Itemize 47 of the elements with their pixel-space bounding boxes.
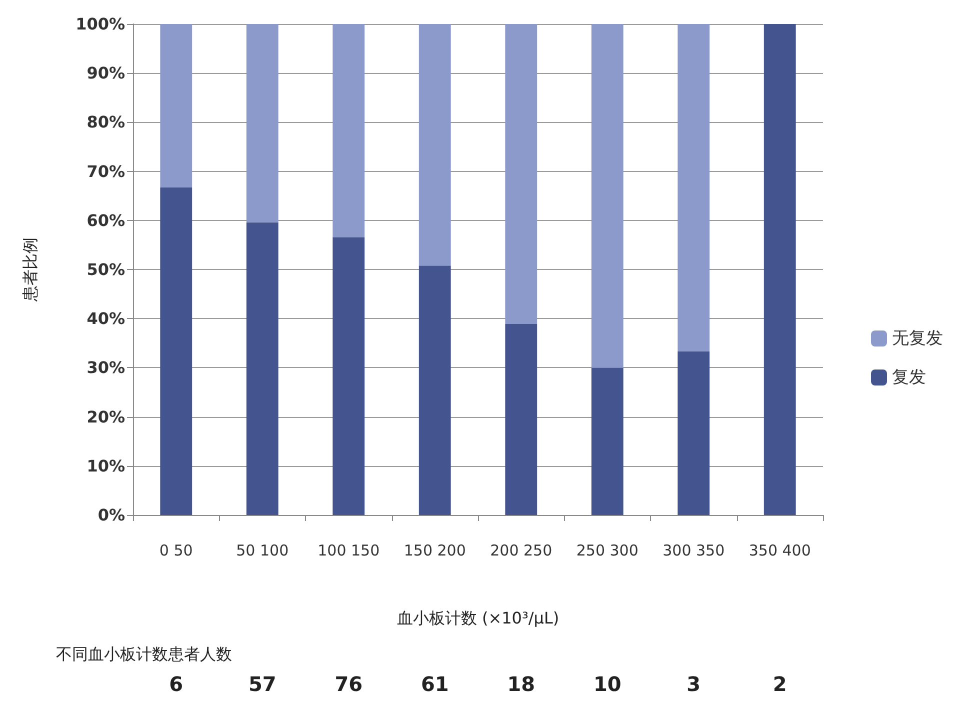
bar [160,188,192,515]
bar [678,24,710,352]
bar [160,24,192,188]
text: 61 [420,672,449,696]
bar [246,24,278,222]
text: 57 [248,672,276,696]
y-tick-label: 40% [86,309,125,328]
bar [591,24,624,368]
y-tick-label: 100% [76,14,125,34]
y-tick-label: 30% [86,358,125,378]
text: 76 [334,672,363,696]
x-axis-title: 血小板计数 (×10³/μL) [396,608,560,628]
bar [678,351,710,515]
bar [418,266,451,515]
legend-label: 复发 [892,368,926,388]
y-tick-label: 60% [86,210,125,230]
x-tick-label: 250 300 [576,542,638,560]
y-tick-label: 90% [86,64,125,83]
bar [246,222,278,515]
y-tick-label: 0% [98,506,125,524]
y-tick-label: 50% [86,260,125,279]
text: 3 [686,672,701,696]
text: 不同血小板计数患者人数 [56,644,232,664]
x-tick-label: 0 50 [159,542,193,560]
y-tick-label: 80% [86,112,125,132]
bar [591,368,624,515]
bar [332,237,365,515]
text: 18 [507,672,536,696]
bar [505,324,538,515]
bar [418,24,451,266]
text: 6 [169,672,184,696]
x-tick-label: 100 150 [318,542,380,560]
y-tick-label: 70% [86,162,125,181]
text: 2 [772,672,787,696]
x-tick-label: 300 350 [662,542,725,560]
x-tick-label: 350 400 [748,542,811,560]
x-tick-label: 150 200 [404,542,466,560]
bar [332,24,365,238]
y-tick-label: 20% [86,407,125,426]
y-axis-title: 患者比例 [20,238,40,302]
text: 10 [593,672,622,696]
legend-label: 无复发 [892,328,943,348]
x-tick-label: 50 100 [236,542,289,560]
bar [764,24,796,515]
y-tick-label: 10% [86,456,125,476]
x-tick-label: 200 250 [490,542,552,560]
bar [505,24,538,324]
